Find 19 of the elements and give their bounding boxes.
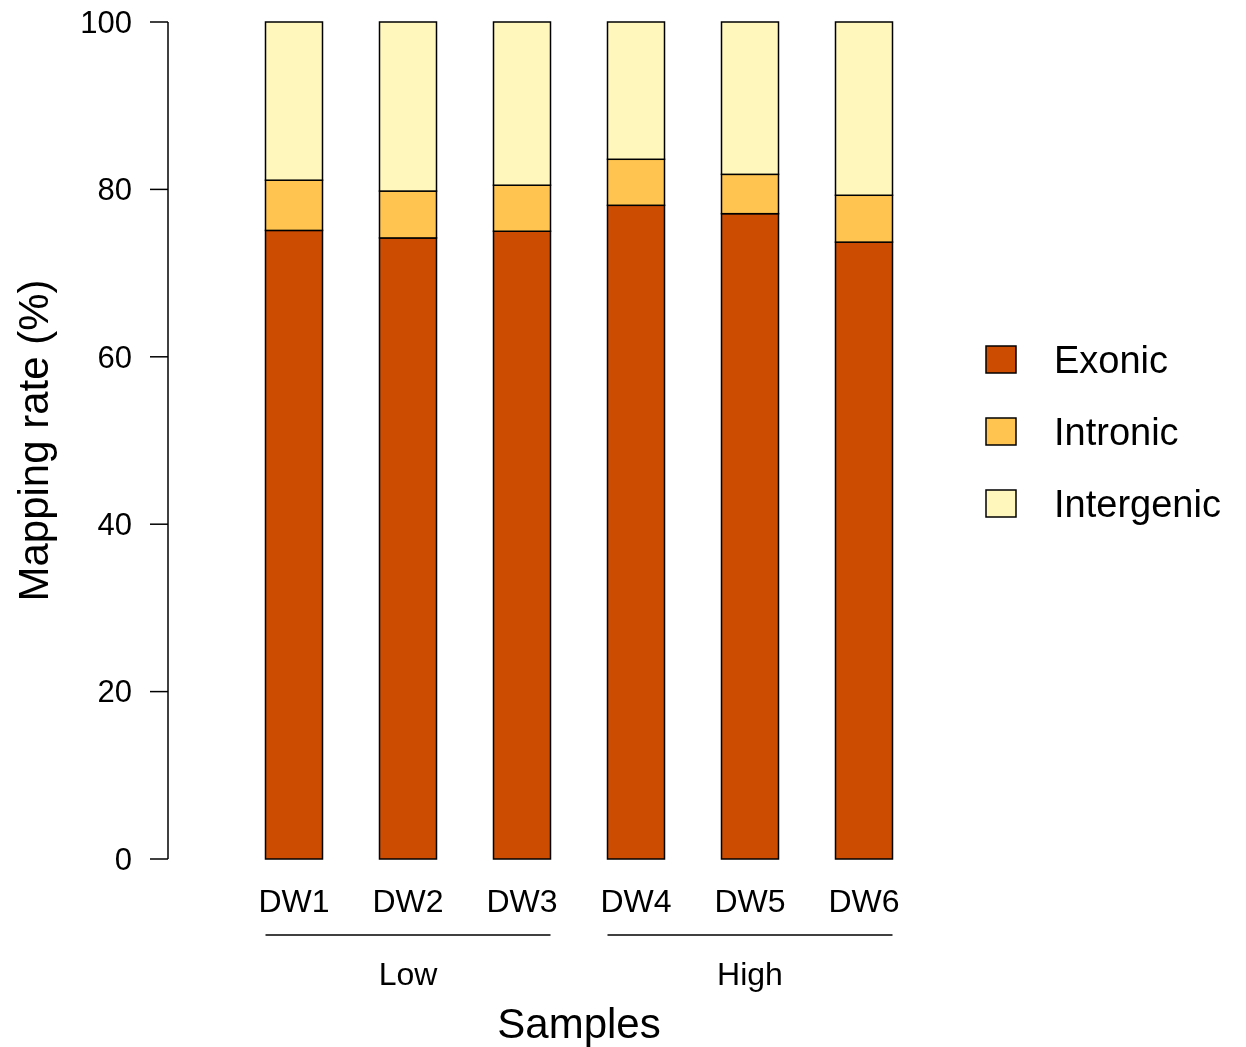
x-tick-label: DW6 [828, 883, 900, 919]
text: Low [378, 956, 439, 992]
x-tick-label: DW5 [714, 883, 786, 919]
y-tick-label: 40 [97, 507, 132, 543]
x-axis-title: Samples [497, 1000, 661, 1047]
y-tick-label: 100 [80, 4, 132, 40]
y-tick-label: 0 [114, 841, 132, 877]
x-tick-label: DW1 [258, 883, 330, 919]
legend-label: Exonic [1054, 339, 1169, 382]
x-tick-label: DW4 [600, 883, 672, 919]
x-tick-label: DW2 [372, 883, 444, 919]
y-axis-title: Mapping rate (%) [10, 279, 57, 602]
y-tick-label: 60 [97, 339, 132, 375]
legend-label: Intergenic [1054, 483, 1221, 526]
y-tick-label: 80 [97, 172, 132, 208]
x-tick-label: DW3 [486, 883, 558, 919]
y-tick-label: 20 [97, 674, 132, 710]
text: High [717, 956, 783, 992]
legend-label: Intronic [1054, 411, 1179, 454]
